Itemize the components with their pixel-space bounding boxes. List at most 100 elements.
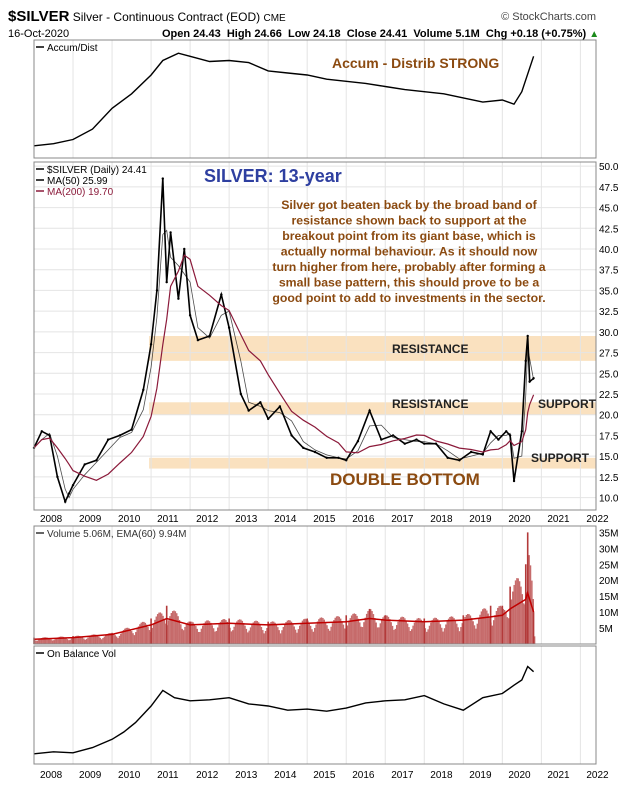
volume-bar (81, 637, 84, 644)
volume-bar (115, 636, 118, 644)
volume-peak-bar (165, 605, 168, 644)
volume-bar (359, 622, 361, 644)
volume-bar (95, 634, 97, 644)
volume-bar (408, 627, 410, 644)
volume-peak-bar (368, 608, 371, 644)
price-point (526, 334, 529, 338)
volume-peak-bar (384, 615, 387, 644)
volume-bar (324, 622, 327, 644)
volume-bar (516, 578, 518, 644)
ma50-legend: MA(50) 25.99 (47, 176, 108, 187)
volume-bar (70, 638, 73, 644)
price-tick-label: 17.5 (599, 431, 619, 442)
volume-bar (395, 625, 398, 644)
volume-bar (518, 581, 521, 644)
volume-bar (44, 637, 47, 644)
volume-bar (308, 622, 310, 644)
volume-bar (349, 618, 351, 644)
volume-bar (207, 620, 209, 644)
volume-bar (258, 622, 260, 644)
volume-bar (221, 620, 223, 644)
volume-bar (413, 622, 416, 644)
volume-bar (411, 629, 413, 644)
volume-bar (65, 638, 67, 644)
x-tick-label: 2022 (586, 770, 609, 781)
volume-bar (204, 621, 207, 644)
volume-bar (76, 635, 78, 644)
volume-bar (266, 628, 268, 644)
x-tick-label: 2015 (313, 514, 336, 525)
volume-bar (137, 626, 140, 644)
price-point (40, 430, 44, 433)
volume-bar (74, 636, 77, 644)
x-tick-label: 2011 (157, 770, 179, 781)
volume-bar (125, 627, 127, 644)
volume-bar (326, 625, 328, 644)
volume-bar (218, 624, 220, 644)
volume-bar (215, 630, 218, 644)
volume-bar (83, 638, 85, 644)
volume-bar (442, 631, 444, 644)
volume-bar (376, 627, 379, 644)
volume-bar (468, 614, 470, 644)
volume-bar (445, 624, 447, 644)
volume-tick-label: 35M (599, 528, 618, 539)
volume-bar (163, 619, 166, 644)
volume-bar (49, 638, 51, 644)
volume-bar (113, 634, 115, 644)
volume-bar (288, 620, 290, 644)
price-point (106, 438, 110, 441)
accum-annotation: Accum - Distrib STRONG (332, 55, 499, 71)
volume-bar (370, 609, 372, 644)
volume-bar (195, 626, 197, 644)
volume-bar (398, 619, 401, 644)
volume-bar (91, 634, 93, 644)
volume-bar (129, 629, 132, 644)
volume-bar (66, 639, 69, 644)
volume-tick-label: 5M (599, 624, 613, 635)
volume-bar (523, 603, 525, 644)
x-tick-label: 2009 (79, 770, 102, 781)
volume-bar (238, 619, 241, 644)
volume-bar (106, 634, 108, 644)
volume-bar (193, 623, 196, 644)
volume-bar (514, 580, 517, 644)
volume-bar (85, 638, 88, 644)
price-point (446, 456, 449, 459)
volume-bar (409, 630, 412, 644)
volume-bar (263, 633, 265, 644)
volume-bar (513, 585, 515, 644)
volume-bar (397, 621, 399, 644)
volume-bar (43, 637, 45, 644)
volume-bar (62, 636, 65, 644)
exchange: CME (263, 13, 286, 24)
volume-bar (356, 615, 358, 644)
volume-bar (348, 621, 350, 644)
price-line (33, 178, 535, 504)
volume-bar (232, 630, 234, 644)
volume-bar (367, 611, 369, 644)
x-tick-label: 2010 (118, 514, 141, 525)
price-tick-label: 45.0 (599, 204, 619, 215)
price-point (458, 459, 461, 462)
price-tick-label: 10.0 (599, 494, 619, 505)
volume-bar (80, 636, 82, 644)
ma200-line (33, 254, 535, 481)
volume-bar (412, 625, 414, 644)
volume-peak-bar (501, 605, 504, 644)
price-point (183, 247, 186, 251)
price-point (247, 409, 250, 412)
volume-bar (458, 631, 461, 644)
volume-bar (196, 628, 198, 644)
volume-bar (314, 627, 316, 644)
volume-bar (152, 623, 155, 644)
volume-bar (208, 621, 211, 644)
volume-bar (275, 624, 278, 644)
volume-bar (244, 625, 246, 644)
volume-bar (87, 637, 89, 644)
x-tick-label: 2016 (352, 514, 375, 525)
volume-peak-bar (462, 615, 465, 644)
volume-bar (512, 591, 514, 644)
volume-bar (282, 627, 285, 644)
volume-bar (92, 634, 95, 644)
